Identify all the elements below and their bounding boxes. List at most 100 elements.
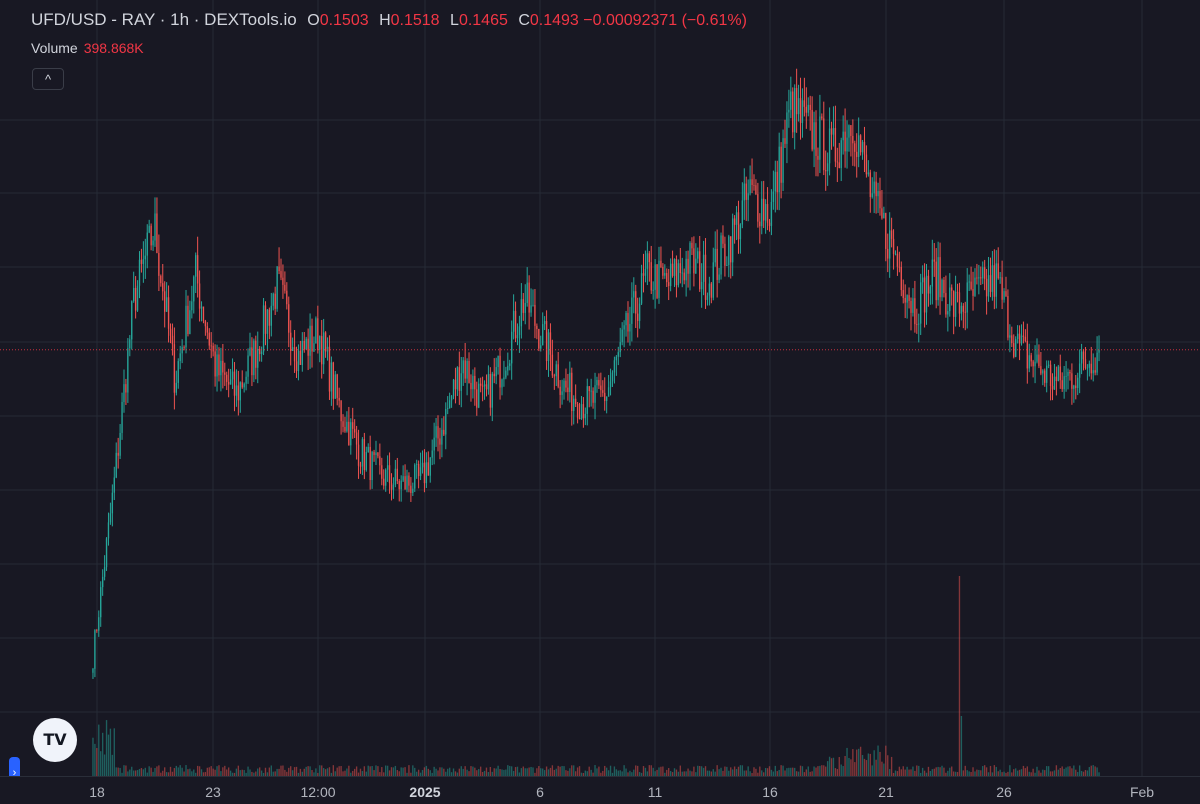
volume-bar [960,716,963,776]
volume-bar [578,766,581,776]
candle-body [497,355,499,368]
volume-bar [567,770,569,776]
candle-body [526,282,528,303]
volume-bar [757,772,759,776]
volume-bar [561,765,563,776]
candle-body [731,218,734,263]
candle-body [1059,366,1061,381]
candle-body [960,305,963,314]
candle-body [309,325,311,356]
candle-body [693,248,695,274]
volume-bar [202,772,205,776]
volume-bar [1067,766,1069,776]
candle-body [549,332,552,355]
candle-body [319,336,321,350]
candle-body [561,391,563,395]
volume-bar [540,768,542,776]
candle-body [346,421,348,432]
time-tick-label: 11 [647,784,663,800]
candle-body [887,248,889,259]
volume-bar [146,772,148,776]
candle-body [813,122,815,150]
candle-body [224,372,226,375]
candle-body [681,272,683,274]
candle-body [867,172,870,175]
volume-bar [1055,765,1058,776]
candle-body [921,277,924,283]
volume-bar [865,760,868,776]
candle-body [297,350,300,372]
volume-bar [985,767,988,776]
volume-bar [462,768,464,776]
volume-bar [379,772,381,776]
candle-body [669,263,672,287]
candle-body [574,398,577,405]
candle-body [877,191,879,197]
candle-body [398,481,400,490]
time-tick-label: Feb [1129,784,1155,800]
volume-bar [479,766,482,776]
volume-bar [916,765,918,776]
volume-bar [344,770,346,776]
candle-body [1055,376,1058,382]
candle-body [290,332,292,351]
candle-body [951,287,953,291]
volume-bar [669,771,672,776]
volume-bar [759,766,761,776]
candle-body [227,381,230,385]
candle-body [991,265,994,292]
candle-body [743,183,745,201]
candle-body [941,279,943,298]
candle-body [852,135,854,144]
volume-bar [243,770,245,776]
candle-body [654,264,656,290]
candle-body [1005,291,1007,297]
candle-body [716,248,718,280]
volume-bar [167,772,170,776]
volume-bar [282,765,284,776]
volume-bar [100,751,102,776]
volume-bar [739,765,742,776]
candle-body [826,163,829,172]
tradingview-logo-icon[interactable]: TV [33,718,77,762]
volume-bar [675,769,678,776]
volume-bar [1022,765,1025,776]
sidebar-expand-handle[interactable]: › [9,757,20,790]
candle-body [450,396,453,401]
candle-body [582,404,585,419]
candle-body [431,450,433,458]
candle-body [447,408,449,410]
volume-bar [580,772,583,776]
collapse-legend-button[interactable]: ^ [32,68,64,90]
candle-body [361,439,364,467]
candle-body [429,457,431,476]
volume-bar [993,765,996,776]
candle-body [931,259,934,287]
low-value: 0.1465 [458,12,508,29]
candle-body [594,385,596,403]
candle-body [419,467,422,477]
volume-bar [898,766,901,776]
candle-body [191,301,193,311]
volume-bar [869,753,871,776]
symbol-title[interactable]: UFD/USD - RAY · 1h · DEXTools.io [31,10,297,29]
candle-body [456,367,459,390]
candle-body [733,218,736,225]
volume-bar [681,771,683,776]
volume-bar [902,766,904,776]
candle-body [699,251,701,290]
candle-body [501,379,503,388]
candle-body [216,354,218,377]
candle-body [1082,351,1085,360]
candle-body [336,374,338,398]
time-axis[interactable]: 18 23 12:00 2025 6 11 16 21 26 Feb [0,776,1200,804]
candle-body [458,367,461,391]
candle-body [1049,364,1052,387]
close-value: 0.1493 [529,12,579,29]
candle-body [1026,340,1028,369]
volume-bar [896,771,899,776]
candle-body [782,138,784,183]
candle-body [505,370,507,378]
candle-body [202,306,205,321]
